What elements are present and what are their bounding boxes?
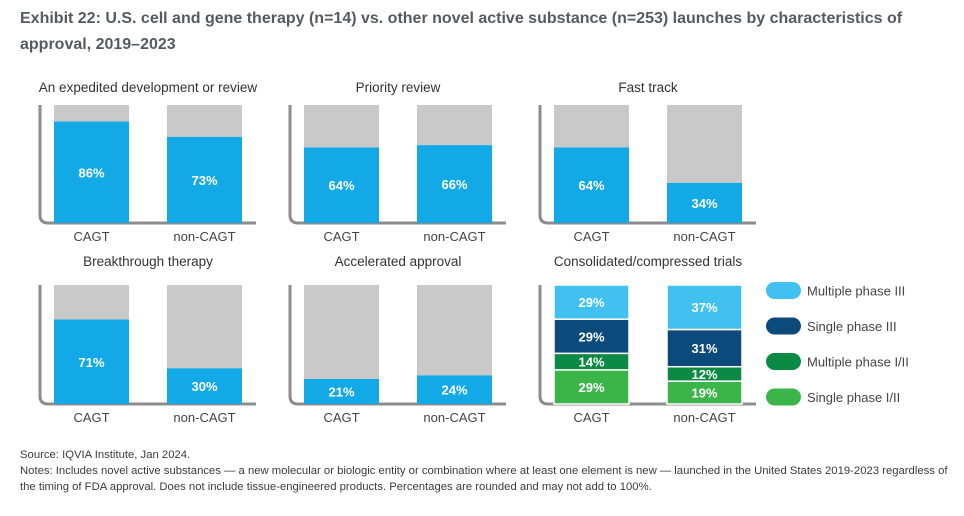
bar-non-cagt [417, 375, 492, 404]
segment-label-multiple-phase-i-ii-cagt: 14% [578, 355, 604, 370]
data-label-non-cagt: 24% [441, 383, 467, 398]
bar-non-cagt [167, 368, 242, 404]
data-label-non-cagt: 66% [441, 177, 467, 192]
segment-label-single-phase-i-ii-non-cagt: 19% [691, 386, 717, 401]
data-label-non-cagt: 73% [191, 173, 217, 188]
segment-single-phase-i-ii-cagt [553, 369, 630, 405]
legend-label-single-phase-i-ii: Single phase I/II [807, 390, 900, 405]
segment-multiple-phase-iii-cagt [553, 284, 630, 320]
bar-cagt [54, 121, 129, 223]
segment-label-single-phase-i-ii-cagt: 29% [578, 380, 604, 395]
bar-remainder-non-cagt [167, 285, 242, 369]
category-label-non-cagt: non-CAGT [423, 410, 485, 425]
segment-single-phase-iii-non-cagt [666, 328, 743, 368]
category-label-non-cagt: non-CAGT [173, 410, 235, 425]
chart-title-priority-review: Priority review [356, 80, 441, 95]
data-label-cagt: 64% [328, 178, 354, 193]
segment-label-single-phase-iii-non-cagt: 31% [691, 341, 717, 356]
axis-frame [288, 105, 506, 225]
category-label-non-cagt: non-CAGT [173, 229, 235, 244]
data-label-cagt: 21% [328, 385, 354, 400]
axis-frame [538, 285, 756, 406]
bar-remainder-cagt [304, 285, 379, 380]
bar-remainder-non-cagt [417, 285, 492, 376]
data-label-cagt: 86% [78, 165, 104, 180]
bar-non-cagt [417, 145, 492, 223]
chart-title-breakthrough-therapy: Breakthrough therapy [83, 254, 213, 269]
chart-title-fast-track: Fast track [618, 80, 678, 95]
bar-cagt [304, 379, 379, 404]
chart-title-accelerated-approval: Accelerated approval [335, 254, 462, 269]
charts-area: An expedited development or review CAGT 86… [38, 80, 909, 425]
bar-cagt [554, 147, 629, 223]
legend-swatch-single-phase-iii [766, 317, 801, 335]
bar-remainder-cagt [54, 285, 129, 320]
category-label-cagt: CAGT [73, 229, 109, 244]
segment-label-multiple-phase-i-ii-non-cagt: 12% [691, 367, 717, 382]
bar-remainder-non-cagt [667, 105, 742, 183]
axis-frame [38, 105, 256, 225]
bar-remainder-cagt [304, 105, 379, 148]
segment-label-multiple-phase-iii-cagt: 29% [578, 295, 604, 310]
category-label-non-cagt: non-CAGT [673, 410, 735, 425]
data-label-cagt: 64% [578, 178, 604, 193]
category-label-non-cagt: non-CAGT [673, 229, 735, 244]
category-label-cagt: CAGT [323, 229, 359, 244]
category-label-cagt: CAGT [73, 410, 109, 425]
chart-title-consolidated-compressed-trials: Consolidated/compressed trials [554, 254, 743, 269]
axis-frame [38, 285, 256, 406]
axis-frame [538, 105, 756, 225]
source-text: Source: IQVIA Institute, Jan 2024. [20, 449, 191, 461]
legend-swatch-multiple-phase-iii [766, 282, 801, 299]
bar-remainder-non-cagt [417, 105, 492, 146]
bar-remainder-non-cagt [167, 105, 242, 137]
segment-label-single-phase-iii-cagt: 29% [578, 329, 604, 344]
category-label-cagt: CAGT [573, 229, 609, 244]
notes-text: Notes: Includes novel active substances … [20, 465, 948, 493]
legend-swatch-single-phase-i-ii [766, 388, 801, 406]
segment-multiple-phase-iii-non-cagt [666, 284, 743, 331]
bar-remainder-cagt [554, 105, 629, 148]
data-label-non-cagt: 30% [191, 379, 217, 394]
bar-cagt [304, 147, 379, 223]
exhibit-title: Exhibit 22: U.S. cell and gene therapy (… [20, 10, 903, 53]
bar-cagt [54, 319, 129, 404]
bar-remainder-cagt [54, 105, 129, 122]
bar-non-cagt [167, 136, 242, 223]
legend-label-single-phase-iii: Single phase III [807, 319, 897, 334]
bar-non-cagt [667, 182, 742, 223]
category-label-cagt: CAGT [323, 410, 359, 425]
category-label-cagt: CAGT [573, 410, 609, 425]
legend-label-multiple-phase-iii: Multiple phase III [807, 284, 905, 299]
segment-label-multiple-phase-iii-non-cagt: 37% [691, 300, 717, 315]
data-label-non-cagt: 34% [691, 196, 717, 211]
data-label-cagt: 71% [78, 355, 104, 370]
axis-frame [288, 285, 506, 406]
legend-label-multiple-phase-i-ii: Multiple phase I/II [807, 355, 909, 370]
category-label-non-cagt: non-CAGT [423, 229, 485, 244]
legend-swatch-multiple-phase-i-ii [766, 353, 801, 370]
source-notes: Source: IQVIA Institute, Jan 2024. Notes… [20, 447, 950, 495]
chart-title-an-expedited-development-or-review: An expedited development or review [39, 80, 258, 95]
